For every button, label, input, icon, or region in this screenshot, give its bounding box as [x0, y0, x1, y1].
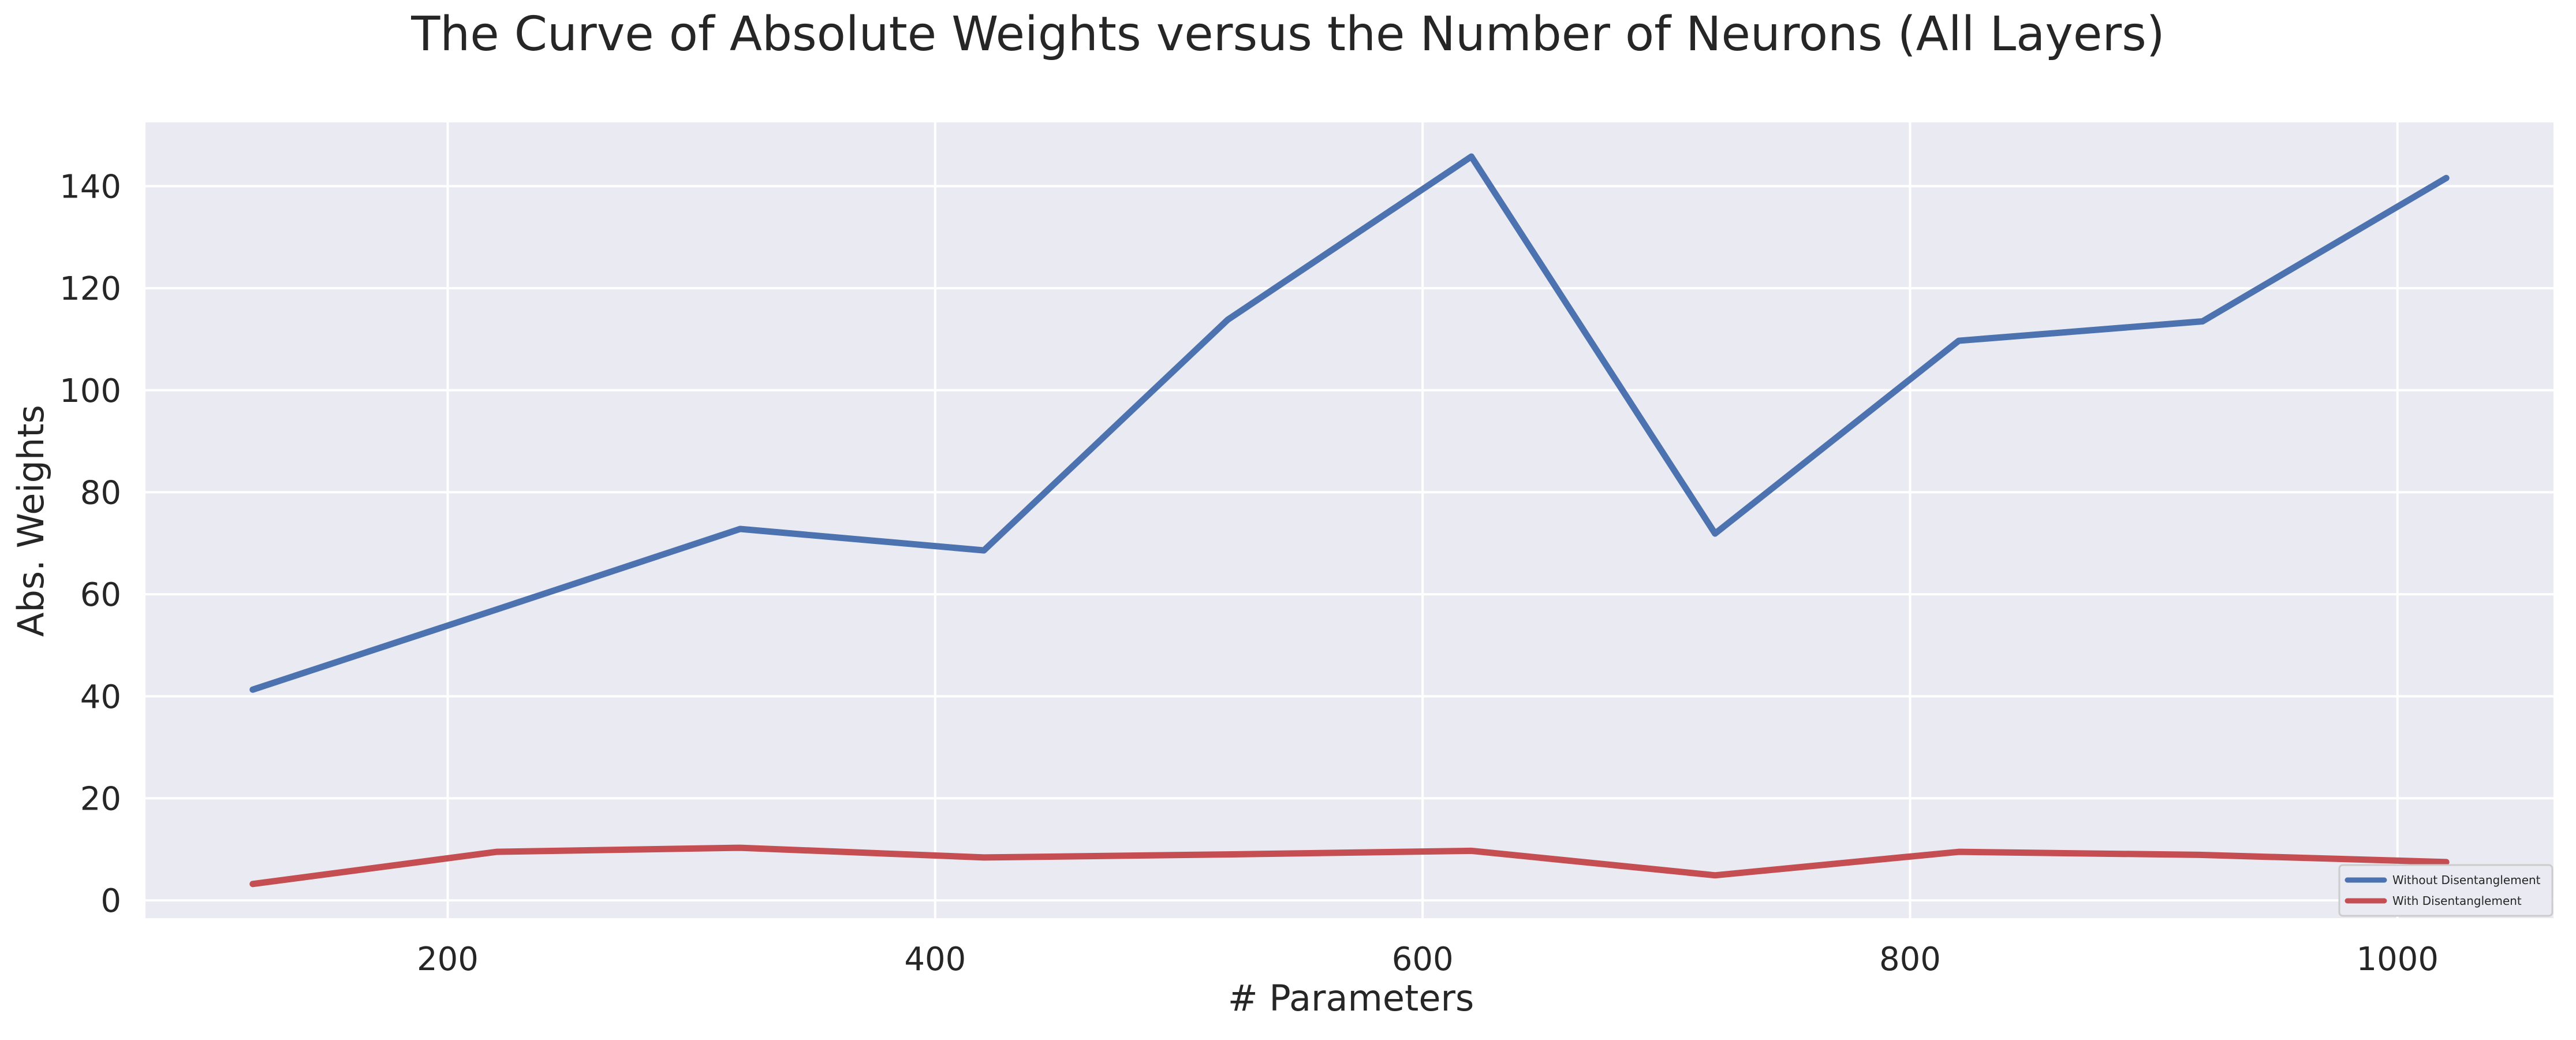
chart-title: The Curve of Absolute Weights versus the… — [410, 7, 2165, 62]
x-tick-label: 400 — [904, 941, 966, 978]
y-tick-label: 80 — [80, 474, 121, 512]
legend-label: With Disentanglement — [2392, 894, 2522, 908]
legend: Without Disentanglement With Disentanglem… — [2338, 864, 2553, 917]
legend-box — [2338, 864, 2553, 917]
series-line-1 — [249, 153, 2450, 693]
y-tick-label: 40 — [80, 679, 121, 716]
y-tick-label: 0 — [100, 882, 121, 920]
x-tick-label: 200 — [417, 941, 479, 978]
legend-label: Without Disentanglement — [2392, 873, 2541, 887]
plot-background — [145, 122, 2553, 918]
y-tick-label: 100 — [59, 372, 121, 410]
x-axis-label: # Parameters — [1228, 977, 1474, 1019]
x-tick-label: 800 — [1879, 941, 1941, 978]
series-lines — [249, 153, 2450, 888]
y-tick-label: 120 — [59, 270, 121, 308]
series-line-2 — [249, 844, 2450, 888]
y-tick-label: 140 — [59, 168, 121, 206]
y-tick-label: 60 — [80, 576, 121, 614]
x-tick-label: 600 — [1392, 941, 1454, 978]
y-tick-label: 20 — [80, 780, 121, 818]
y-axis-label: Abs. Weights — [10, 405, 52, 637]
y-tick-labels: 0 20 40 60 80 100 120 140 — [59, 168, 121, 920]
x-tick-label: 1000 — [2357, 941, 2439, 978]
x-tick-labels: 200 400 600 800 1000 — [417, 941, 2439, 978]
